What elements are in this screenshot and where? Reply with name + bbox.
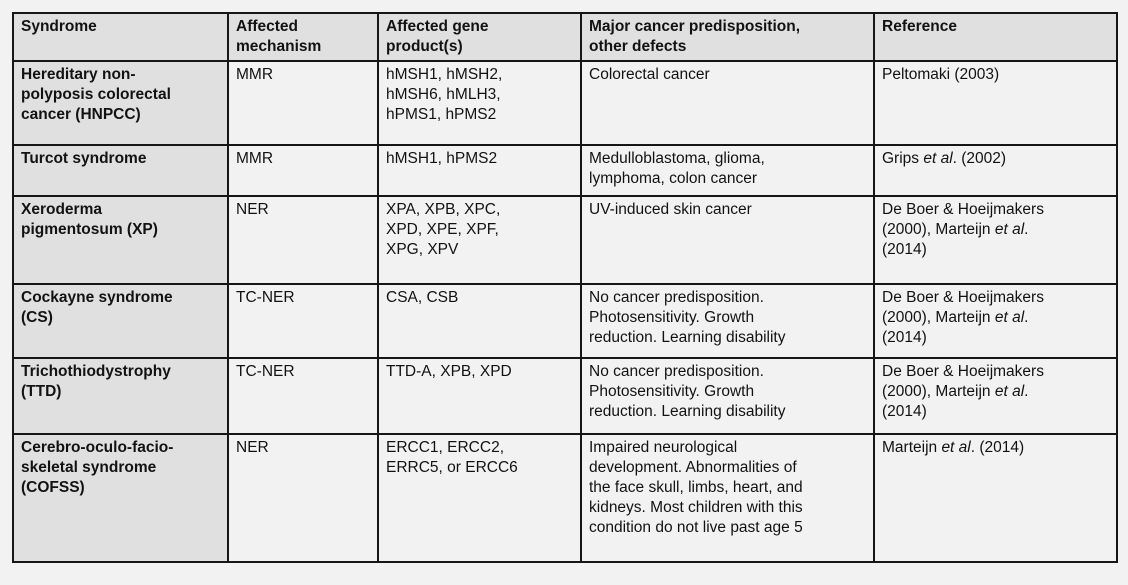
column-header-predisposition: Major cancer predisposition, other defec… [580, 12, 875, 62]
genes-cell: CSA, CSB [377, 283, 582, 359]
table-row: Cerebro-oculo-facio- skeletal syndrome (… [12, 433, 1118, 563]
syndrome-cell: Trichothiodystrophy (TTD) [12, 357, 229, 435]
table-row: Cockayne syndrome (CS) TC-NER CSA, CSB No c… [12, 283, 1118, 359]
header-row: Syndrome Affected mechanism Affected gen… [12, 12, 1118, 62]
genes-cell: TTD-A, XPB, XPD [377, 357, 582, 435]
table-row: Turcot syndrome MMR hMSH1, hPMS2 Medullobla… [12, 144, 1118, 197]
text: Marteijn [882, 439, 942, 456]
table-header: Syndrome Affected mechanism Affected gen… [12, 12, 1118, 62]
mechanism-cell: NER [227, 195, 379, 285]
syndrome-cell: Xeroderma pigmentosum (XP) [12, 195, 229, 285]
text: Peltomaki (2003) [882, 66, 1000, 83]
defects-cell: Colorectal cancer [580, 60, 875, 146]
syndrome-cell: Turcot syndrome [12, 144, 229, 197]
genes-cell: hMSH1, hMSH2, hMSH6, hMLH3, hPMS1, hPMS2 [377, 60, 582, 146]
mechanism-cell: TC-NER [227, 283, 379, 359]
text: . (2014) [970, 439, 1025, 456]
column-header-gene-products: Affected gene product(s) [377, 12, 582, 62]
syndrome-cell: Hereditary non- polyposis colorectal can… [12, 60, 229, 146]
mechanism-cell: NER [227, 433, 379, 563]
mechanism-cell: MMR [227, 60, 379, 146]
mechanism-cell: TC-NER [227, 357, 379, 435]
reference-cell: De Boer & Hoeijmakers (2000), Marteijn e… [873, 195, 1118, 285]
text: . (2002) [952, 150, 1007, 167]
italic-text: et al [923, 150, 953, 167]
text: De Boer & Hoeijmakers (2000), Marteijn [882, 289, 1044, 326]
italic-text: et al [994, 221, 1025, 238]
reference-cell: De Boer & Hoeijmakers (2000), Marteijn e… [873, 357, 1118, 435]
defects-cell: UV-induced skin cancer [580, 195, 875, 285]
text: . (2014) [882, 221, 1029, 258]
column-header-syndrome: Syndrome [12, 12, 229, 62]
reference-cell: Grips et al. (2002) [873, 144, 1118, 197]
genes-cell: ERCC1, ERCC2, ERRC5, or ERCC6 [377, 433, 582, 563]
genes-cell: hMSH1, hPMS2 [377, 144, 582, 197]
italic-text: et al [994, 309, 1025, 326]
text: Grips [882, 150, 924, 167]
syndrome-cell: Cerebro-oculo-facio- skeletal syndrome (… [12, 433, 229, 563]
text: . (2014) [882, 383, 1029, 420]
column-header-mechanism: Affected mechanism [227, 12, 379, 62]
italic-text: et al [941, 439, 971, 456]
syndromes-table: Syndrome Affected mechanism Affected gen… [12, 12, 1118, 563]
genes-cell: XPA, XPB, XPC, XPD, XPE, XPF, XPG, XPV [377, 195, 582, 285]
defects-cell: No cancer predisposition. Photosensitivi… [580, 357, 875, 435]
table-row: Hereditary non- polyposis colorectal can… [12, 60, 1118, 146]
defects-cell: Medulloblastoma, glioma, lymphoma, colon… [580, 144, 875, 197]
mechanism-cell: MMR [227, 144, 379, 197]
reference-cell: De Boer & Hoeijmakers (2000), Marteijn e… [873, 283, 1118, 359]
defects-cell: No cancer predisposition. Photosensitivi… [580, 283, 875, 359]
text: De Boer & Hoeijmakers (2000), Marteijn [882, 201, 1044, 238]
syndrome-cell: Cockayne syndrome (CS) [12, 283, 229, 359]
table-row: Trichothiodystrophy (TTD) TC-NER TTD-A, XP… [12, 357, 1118, 435]
column-header-reference: Reference [873, 12, 1118, 62]
defects-cell: Impaired neurological development. Abnor… [580, 433, 875, 563]
text: De Boer & Hoeijmakers (2000), Marteijn [882, 363, 1044, 400]
reference-cell: Peltomaki (2003) [873, 60, 1118, 146]
table-body: Hereditary non- polyposis colorectal can… [12, 60, 1118, 563]
table-row: Xeroderma pigmentosum (XP) NER XPA, XPB, X… [12, 195, 1118, 285]
reference-cell: Marteijn et al. (2014) [873, 433, 1118, 563]
text: . (2014) [882, 309, 1029, 346]
italic-text: et al [994, 383, 1025, 400]
